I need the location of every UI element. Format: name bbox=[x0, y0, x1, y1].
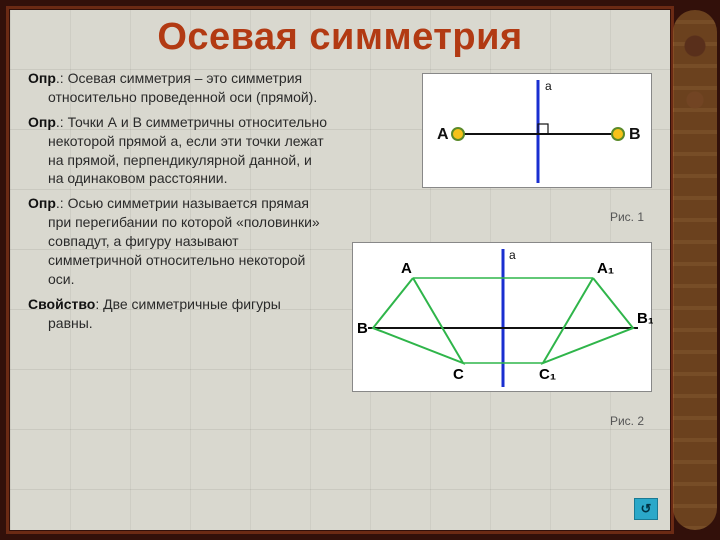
axis-label: a bbox=[545, 79, 552, 93]
decorative-side-pattern bbox=[673, 10, 717, 530]
figure-1: a A B bbox=[422, 73, 652, 188]
label-B1: B₁ bbox=[637, 310, 653, 327]
definition-1: Опр.: Осевая симметрия – это симметрия о… bbox=[28, 69, 328, 107]
figure-2-caption: Рис. 2 bbox=[610, 414, 652, 428]
definitions-column: Опр.: Осевая симметрия – это симметрия о… bbox=[28, 69, 328, 428]
figure-2: a A A₁ B B₁ bbox=[352, 242, 652, 392]
definition-3: Опр.: Осью симметрии называется прямая п… bbox=[28, 194, 328, 288]
return-button[interactable]: ↺ bbox=[634, 498, 658, 520]
prop1-lead: Свойство bbox=[28, 296, 95, 312]
axis-label-2: a bbox=[509, 248, 516, 262]
property-1: Свойство: Две симметричные фигуры равны. bbox=[28, 295, 328, 333]
def1-lead: Опр bbox=[28, 70, 56, 86]
label-A1: A₁ bbox=[597, 260, 614, 277]
label-B: B bbox=[357, 320, 368, 337]
label-C1: C₁ bbox=[539, 366, 556, 383]
def2-lead: Опр bbox=[28, 114, 56, 130]
return-icon: ↺ bbox=[641, 501, 652, 517]
def3-text: .: Осью симметрии называется прямая при … bbox=[48, 195, 320, 287]
definition-2: Опр.: Точки А и В симметричны относитель… bbox=[28, 113, 328, 189]
figure-1-caption: Рис. 1 bbox=[610, 210, 652, 224]
label-a: A bbox=[437, 126, 449, 143]
label-b: B bbox=[629, 126, 641, 143]
label-A: A bbox=[401, 260, 412, 277]
point-a bbox=[452, 128, 464, 140]
triangle-right bbox=[543, 278, 633, 363]
def3-lead: Опр bbox=[28, 195, 56, 211]
triangle-left bbox=[373, 278, 463, 363]
label-C: C bbox=[453, 366, 464, 383]
point-b bbox=[612, 128, 624, 140]
def1-text: .: Осевая симметрия – это симметрия отно… bbox=[48, 70, 317, 105]
def2-text: .: Точки А и В симметричны относительно … bbox=[48, 114, 327, 187]
page-title: Осевая симметрия bbox=[28, 16, 652, 59]
